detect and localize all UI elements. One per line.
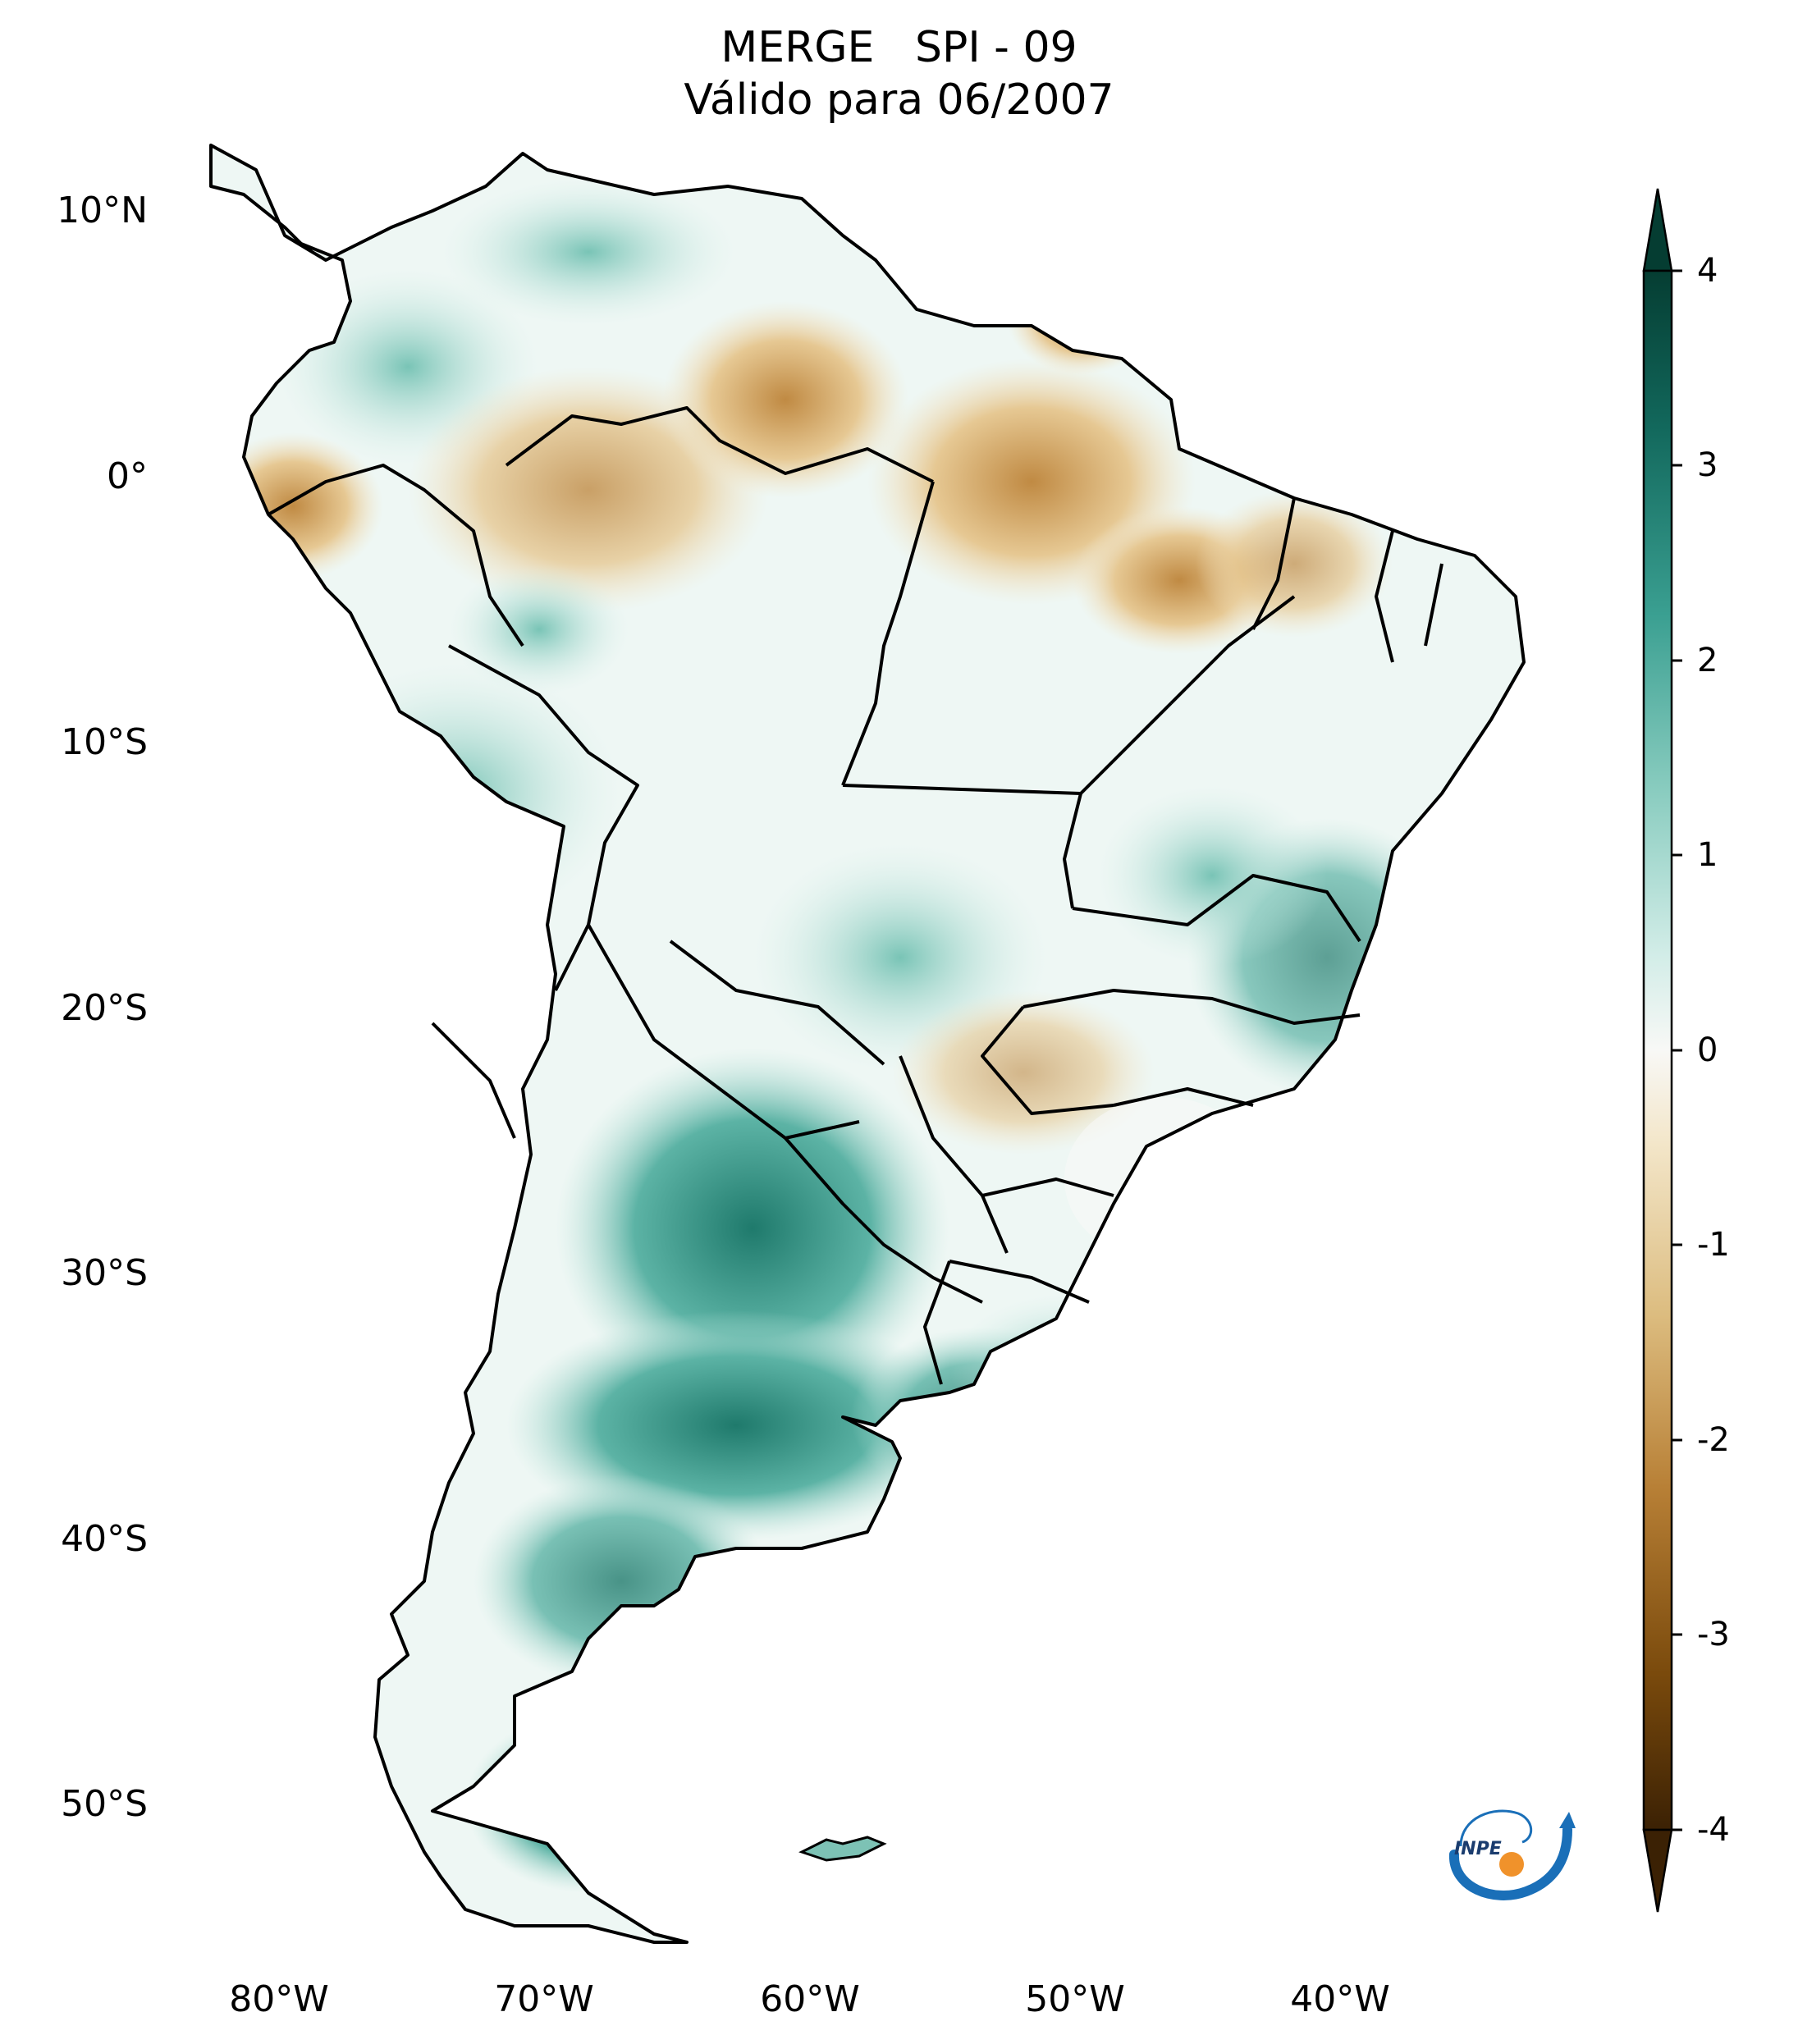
lat-tick-label: 30°S bbox=[61, 1252, 148, 1294]
lon-tick-label: 40°W bbox=[1290, 1978, 1390, 2020]
lat-tick-label: 20°S bbox=[61, 987, 148, 1029]
map-panel bbox=[209, 144, 1526, 1944]
lon-tick-label: 60°W bbox=[760, 1978, 860, 2020]
inpe-logo: INPE bbox=[1449, 1809, 1576, 1900]
colorbar-tick-label: -3 bbox=[1697, 1616, 1730, 1653]
lon-tick-label: 80°W bbox=[229, 1978, 329, 2020]
colorbar-tick-label: 3 bbox=[1697, 446, 1718, 484]
spi-field bbox=[211, 178, 1466, 1893]
colorbar-tick-label: 0 bbox=[1697, 1031, 1718, 1069]
colorbar-tick-label: -2 bbox=[1697, 1421, 1730, 1459]
lon-tick-label: 70°W bbox=[494, 1978, 594, 2020]
lat-tick-label: 40°S bbox=[61, 1518, 148, 1560]
lon-tick-label: 50°W bbox=[1025, 1978, 1125, 2020]
borders bbox=[209, 144, 1526, 1944]
colorbar-tick-label: 4 bbox=[1697, 252, 1718, 290]
lat-tick-label: 50°S bbox=[61, 1783, 148, 1825]
colorbar-tick-label: 1 bbox=[1697, 836, 1718, 874]
colorbar-tick-label: -4 bbox=[1697, 1811, 1730, 1849]
colorbar bbox=[1642, 188, 1682, 1913]
map-title: MERGE SPI - 09 bbox=[721, 23, 1077, 72]
inpe-logo-text: INPE bbox=[1454, 1839, 1502, 1859]
lat-tick-label: 10°N bbox=[57, 190, 148, 231]
lat-tick-label: 10°S bbox=[61, 721, 148, 763]
map-subtitle: Válido para 06/2007 bbox=[684, 75, 1114, 125]
lat-tick-label: 0° bbox=[107, 455, 148, 497]
colorbar-tick-label: -1 bbox=[1697, 1226, 1730, 1264]
colorbar-tick-label: 2 bbox=[1697, 642, 1718, 679]
falkland-islands bbox=[798, 1836, 887, 1862]
